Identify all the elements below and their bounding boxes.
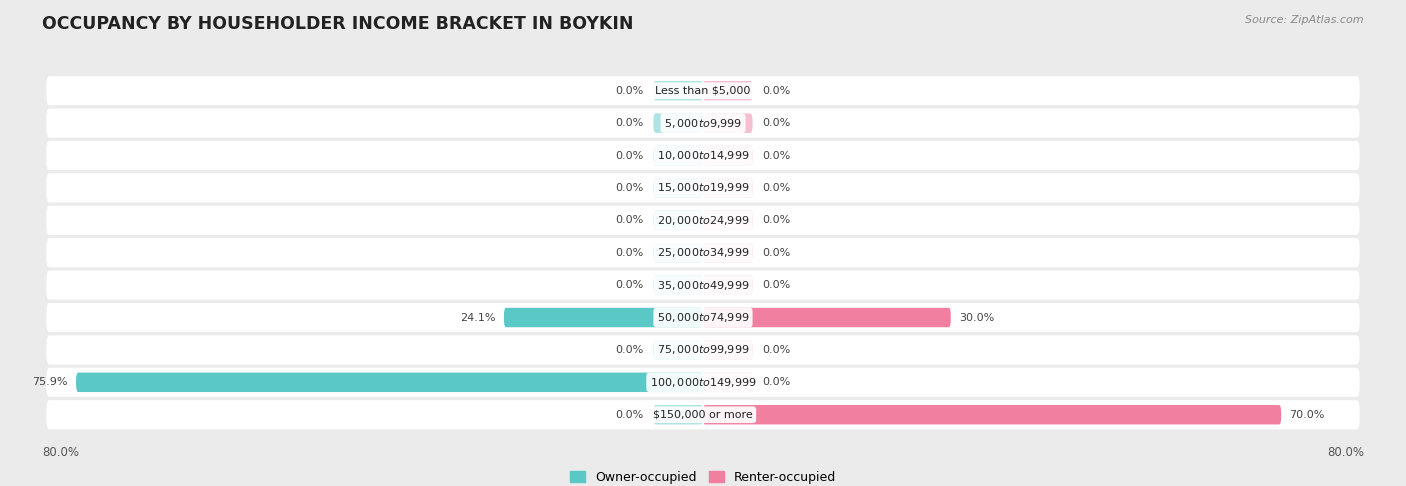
- Text: $75,000 to $99,999: $75,000 to $99,999: [657, 344, 749, 356]
- FancyBboxPatch shape: [703, 243, 752, 262]
- Text: $100,000 to $149,999: $100,000 to $149,999: [650, 376, 756, 389]
- Text: 80.0%: 80.0%: [1327, 446, 1364, 458]
- Text: 0.0%: 0.0%: [762, 151, 790, 160]
- FancyBboxPatch shape: [46, 368, 1360, 397]
- FancyBboxPatch shape: [703, 146, 752, 165]
- FancyBboxPatch shape: [46, 76, 1360, 105]
- FancyBboxPatch shape: [46, 141, 1360, 170]
- FancyBboxPatch shape: [503, 308, 703, 327]
- FancyBboxPatch shape: [703, 340, 752, 360]
- Text: 70.0%: 70.0%: [1289, 410, 1324, 420]
- FancyBboxPatch shape: [46, 174, 1360, 203]
- FancyBboxPatch shape: [654, 405, 703, 424]
- FancyBboxPatch shape: [654, 243, 703, 262]
- Text: 30.0%: 30.0%: [959, 312, 994, 323]
- Text: 0.0%: 0.0%: [616, 151, 644, 160]
- FancyBboxPatch shape: [46, 238, 1360, 267]
- Text: 0.0%: 0.0%: [762, 345, 790, 355]
- Text: 80.0%: 80.0%: [42, 446, 79, 458]
- Text: 0.0%: 0.0%: [762, 248, 790, 258]
- FancyBboxPatch shape: [703, 276, 752, 295]
- Text: 0.0%: 0.0%: [762, 183, 790, 193]
- FancyBboxPatch shape: [703, 178, 752, 198]
- FancyBboxPatch shape: [46, 271, 1360, 300]
- FancyBboxPatch shape: [46, 206, 1360, 235]
- FancyBboxPatch shape: [46, 335, 1360, 364]
- Text: $20,000 to $24,999: $20,000 to $24,999: [657, 214, 749, 227]
- FancyBboxPatch shape: [654, 81, 703, 101]
- Text: Less than $5,000: Less than $5,000: [655, 86, 751, 96]
- Text: 75.9%: 75.9%: [32, 377, 67, 387]
- Text: $35,000 to $49,999: $35,000 to $49,999: [657, 278, 749, 292]
- FancyBboxPatch shape: [654, 340, 703, 360]
- FancyBboxPatch shape: [703, 308, 950, 327]
- Text: 0.0%: 0.0%: [616, 86, 644, 96]
- Text: 0.0%: 0.0%: [762, 215, 790, 226]
- Text: 0.0%: 0.0%: [762, 280, 790, 290]
- FancyBboxPatch shape: [654, 146, 703, 165]
- FancyBboxPatch shape: [654, 210, 703, 230]
- FancyBboxPatch shape: [76, 373, 703, 392]
- FancyBboxPatch shape: [703, 81, 752, 101]
- Text: 0.0%: 0.0%: [616, 345, 644, 355]
- Text: 0.0%: 0.0%: [616, 280, 644, 290]
- FancyBboxPatch shape: [654, 178, 703, 198]
- Text: $10,000 to $14,999: $10,000 to $14,999: [657, 149, 749, 162]
- Text: 0.0%: 0.0%: [616, 410, 644, 420]
- FancyBboxPatch shape: [46, 303, 1360, 332]
- FancyBboxPatch shape: [703, 113, 752, 133]
- Text: 24.1%: 24.1%: [460, 312, 496, 323]
- Text: $15,000 to $19,999: $15,000 to $19,999: [657, 181, 749, 194]
- Text: $5,000 to $9,999: $5,000 to $9,999: [664, 117, 742, 130]
- Text: $150,000 or more: $150,000 or more: [654, 410, 752, 420]
- FancyBboxPatch shape: [46, 108, 1360, 138]
- FancyBboxPatch shape: [703, 373, 752, 392]
- Text: $50,000 to $74,999: $50,000 to $74,999: [657, 311, 749, 324]
- Text: 0.0%: 0.0%: [616, 248, 644, 258]
- Text: 0.0%: 0.0%: [616, 183, 644, 193]
- FancyBboxPatch shape: [703, 210, 752, 230]
- FancyBboxPatch shape: [654, 276, 703, 295]
- Text: Source: ZipAtlas.com: Source: ZipAtlas.com: [1246, 15, 1364, 25]
- Text: $25,000 to $34,999: $25,000 to $34,999: [657, 246, 749, 259]
- Text: 0.0%: 0.0%: [762, 86, 790, 96]
- Text: 0.0%: 0.0%: [762, 377, 790, 387]
- Text: 0.0%: 0.0%: [762, 118, 790, 128]
- FancyBboxPatch shape: [654, 113, 703, 133]
- Text: 0.0%: 0.0%: [616, 118, 644, 128]
- Text: OCCUPANCY BY HOUSEHOLDER INCOME BRACKET IN BOYKIN: OCCUPANCY BY HOUSEHOLDER INCOME BRACKET …: [42, 15, 634, 33]
- FancyBboxPatch shape: [703, 405, 1281, 424]
- FancyBboxPatch shape: [46, 400, 1360, 429]
- Text: 0.0%: 0.0%: [616, 215, 644, 226]
- Legend: Owner-occupied, Renter-occupied: Owner-occupied, Renter-occupied: [569, 470, 837, 484]
